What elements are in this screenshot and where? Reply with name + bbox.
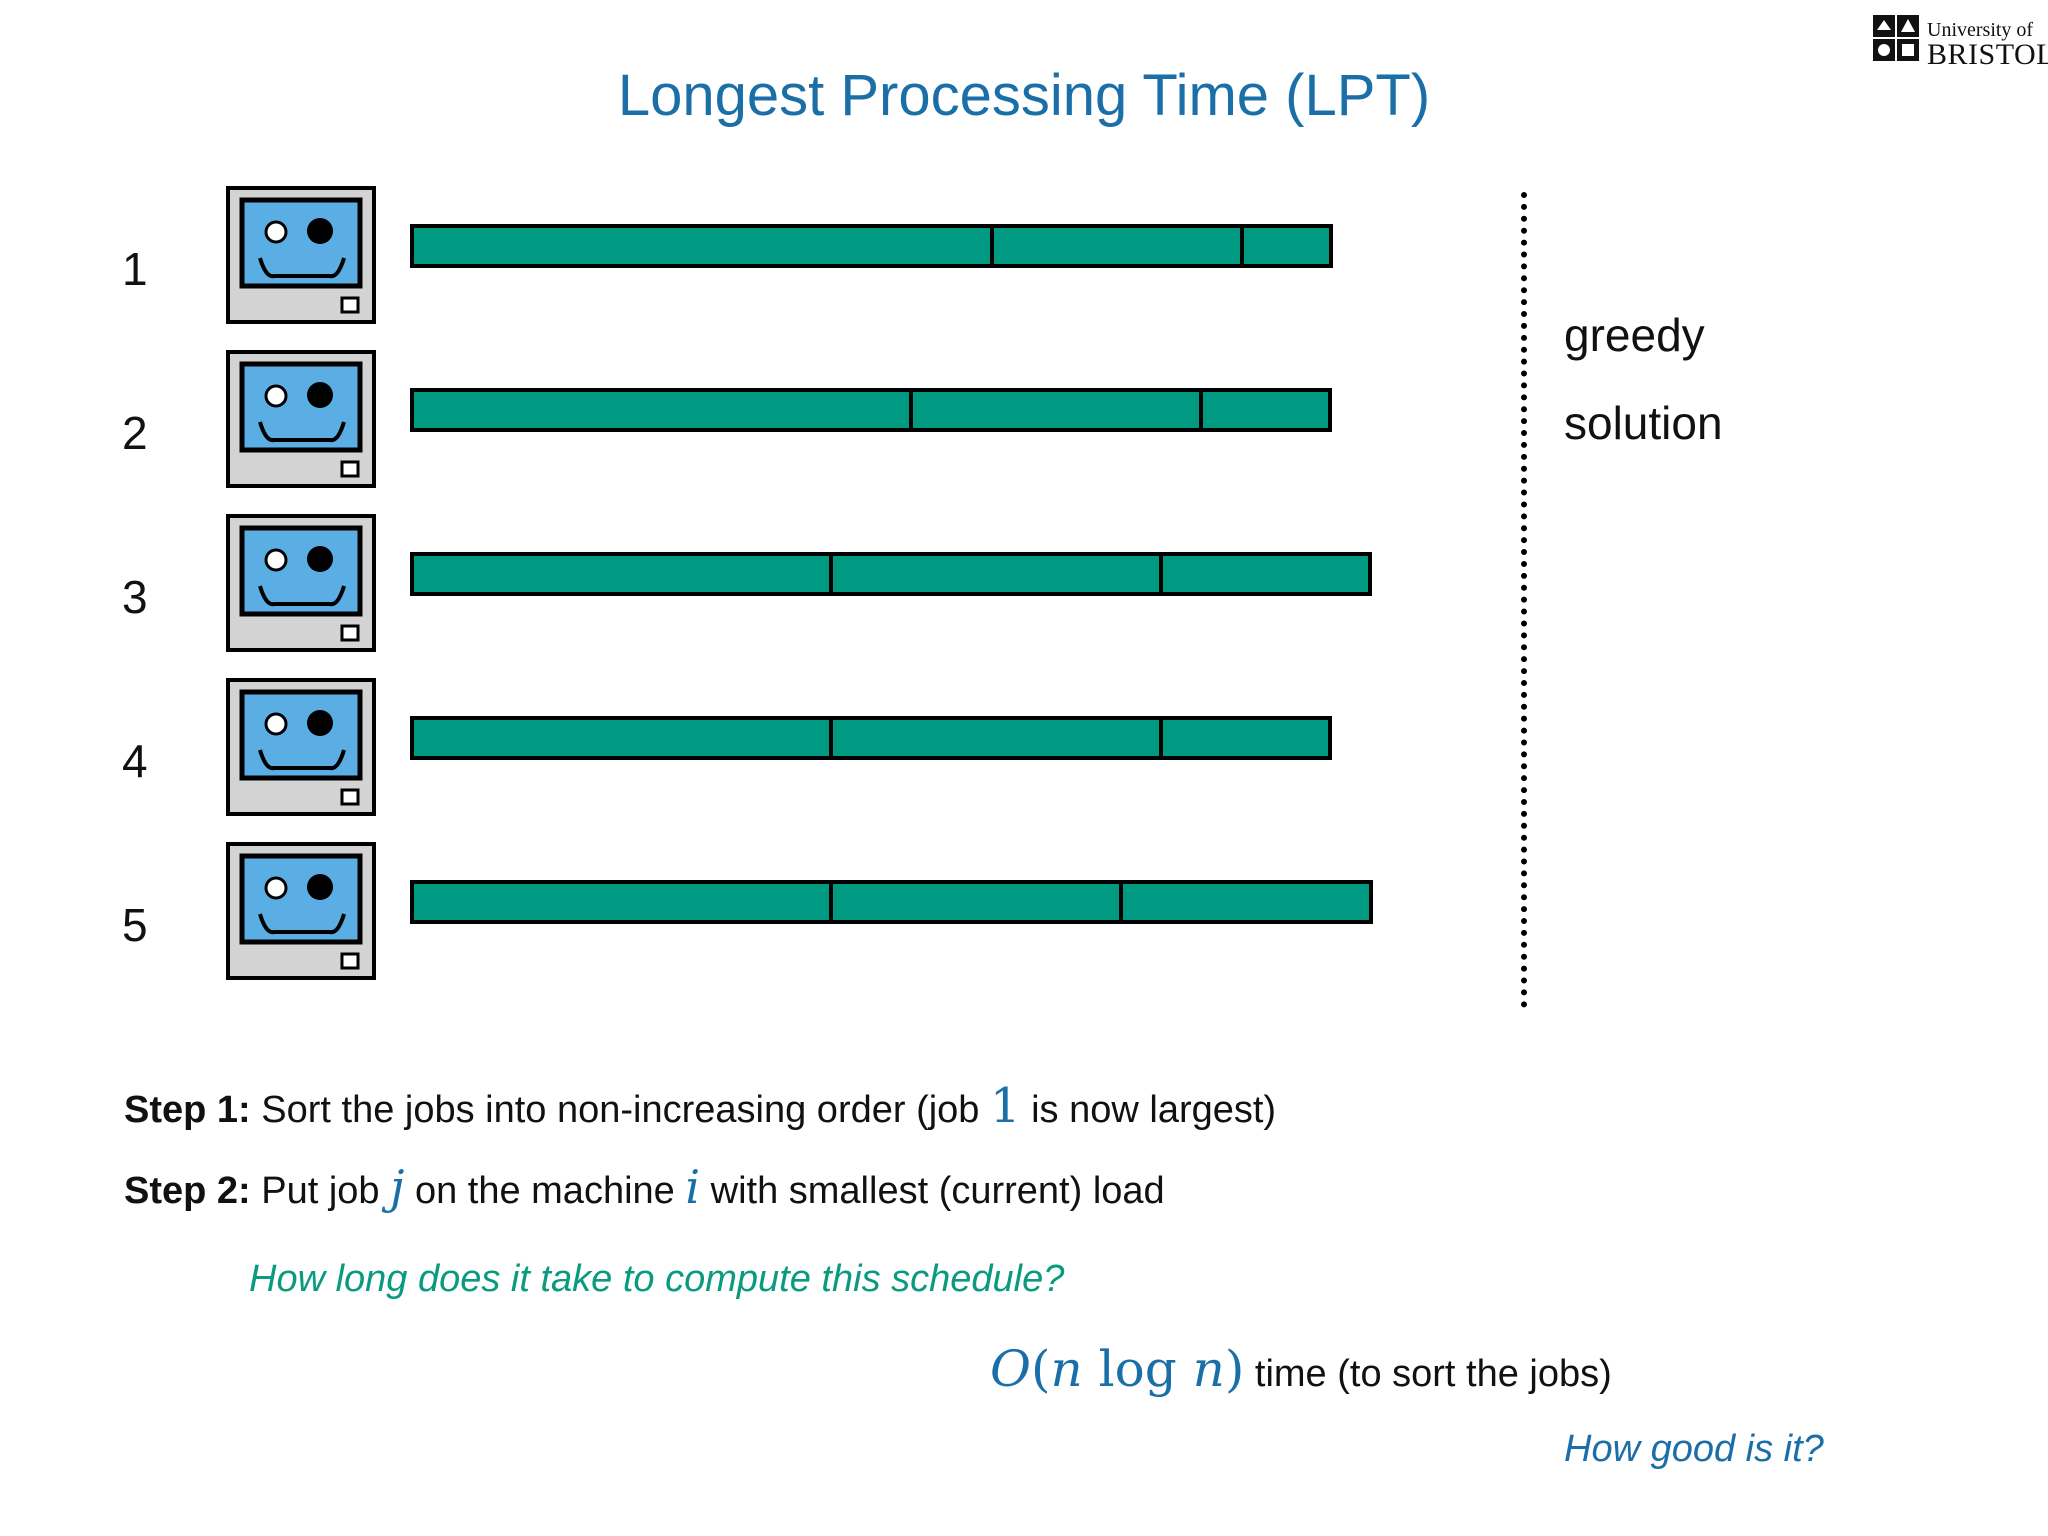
answer-rparen: ) xyxy=(1224,1340,1245,1398)
computer-icon xyxy=(226,514,378,654)
job-segment xyxy=(410,552,833,596)
step-2-text-b: on the machine xyxy=(404,1170,686,1212)
logo-line-2: BRISTOL xyxy=(1927,38,2048,71)
job-segment xyxy=(1119,880,1373,924)
step-2-math-j: j xyxy=(390,1160,405,1214)
machine-label-2: 2 xyxy=(122,407,148,459)
job-segment xyxy=(410,880,833,924)
job-segment xyxy=(1159,552,1372,596)
job-segment xyxy=(990,224,1244,268)
step-2-math-i: i xyxy=(685,1160,701,1214)
answer-lparen: ( xyxy=(1031,1340,1051,1398)
answer-text: time (to sort the jobs) xyxy=(1244,1353,1612,1395)
computer-icon xyxy=(226,350,378,490)
computer-icon xyxy=(226,186,378,326)
step-2-label: Step 2: xyxy=(124,1170,251,1212)
answer-complexity: O(n log n) time (to sort the jobs) xyxy=(990,1340,1612,1398)
answer-log: log xyxy=(1082,1340,1193,1398)
step-2-text-c: with smallest (current) load xyxy=(700,1170,1165,1212)
job-segment xyxy=(410,716,833,760)
job-segment xyxy=(829,716,1163,760)
answer-big-o: O xyxy=(990,1340,1031,1398)
logo-line-1: University of xyxy=(1927,19,2034,41)
question-compute-time: How long does it take to compute this sc… xyxy=(249,1258,1065,1300)
machine-label-5: 5 xyxy=(122,899,148,951)
step-1: Step 1: Sort the jobs into non-increasin… xyxy=(124,1078,1276,1134)
crest-icon xyxy=(1873,15,1919,61)
step-2: Step 2: Put job j on the machine i with … xyxy=(124,1160,1165,1214)
step-1-text-a: Sort the jobs into non-increasing order … xyxy=(250,1089,990,1131)
answer-n1: n xyxy=(1050,1340,1083,1398)
step-1-math: 1 xyxy=(990,1078,1021,1134)
job-segment xyxy=(1159,716,1332,760)
step-1-text-b: is now largest) xyxy=(1020,1089,1277,1131)
job-segment xyxy=(829,880,1123,924)
job-segment xyxy=(1199,388,1332,432)
job-segment xyxy=(1240,224,1333,268)
separator-dotted-line xyxy=(1521,192,1527,1008)
job-segment xyxy=(410,224,994,268)
slide-title: Longest Processing Time (LPT) xyxy=(617,63,1431,128)
step-2-text-a: Put job xyxy=(250,1170,391,1212)
greedy-label: greedy xyxy=(1564,309,1705,361)
machine-label-1: 1 xyxy=(122,243,148,295)
step-1-label: Step 1: xyxy=(124,1089,251,1131)
job-segment xyxy=(410,388,913,432)
machine-label-3: 3 xyxy=(122,571,148,623)
question-how-good: How good is it? xyxy=(1564,1428,1824,1470)
solution-label: solution xyxy=(1564,397,1723,449)
computer-icon xyxy=(226,678,378,818)
job-segment xyxy=(829,552,1163,596)
university-logo: University of BRISTOL xyxy=(1872,14,2048,70)
machine-label-4: 4 xyxy=(122,735,148,787)
job-segment xyxy=(909,388,1203,432)
computer-icon xyxy=(226,842,378,982)
answer-n2: n xyxy=(1192,1340,1225,1398)
